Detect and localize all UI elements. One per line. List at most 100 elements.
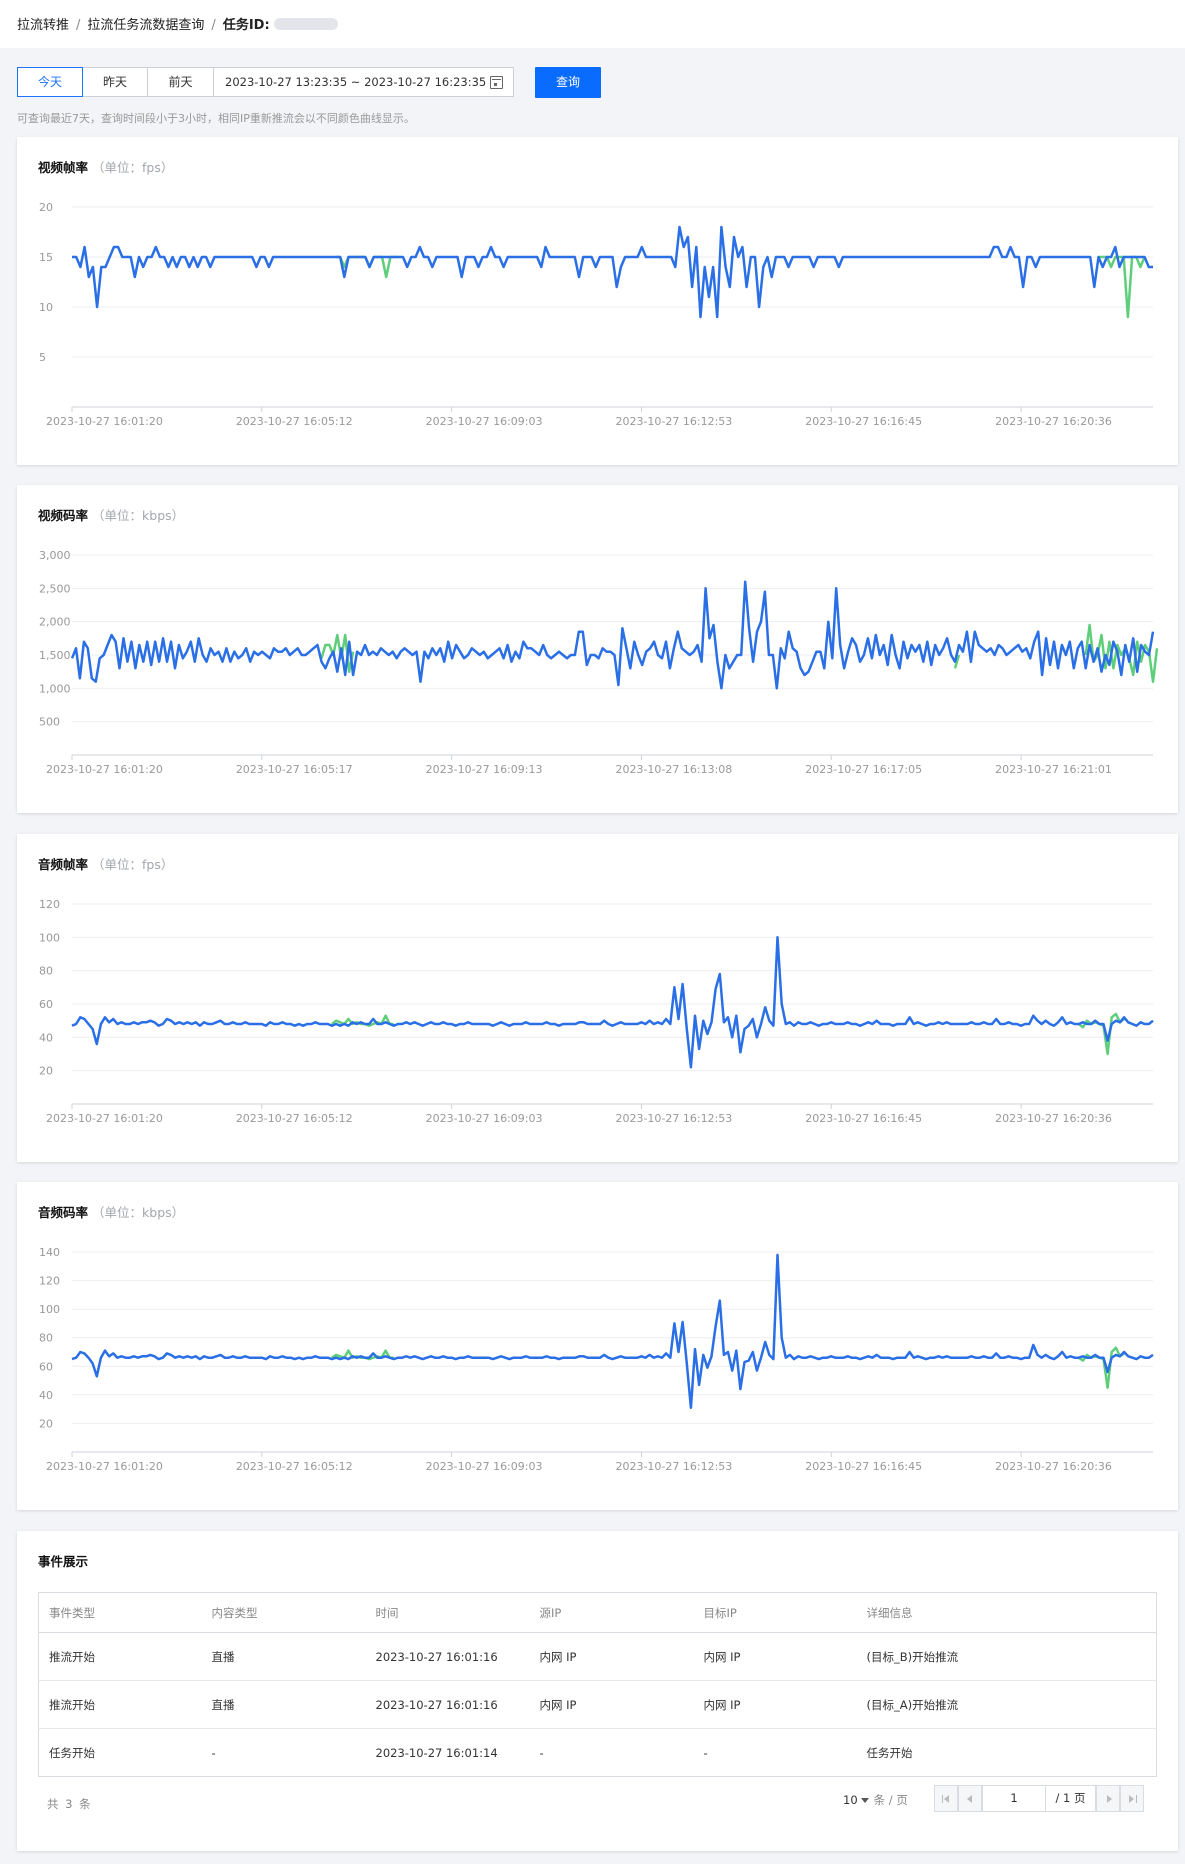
y-tick-label: 500 (39, 716, 60, 729)
y-tick-label: 60 (39, 998, 53, 1011)
x-tick-label: 2023-10-27 16:12:53 (615, 415, 732, 428)
video-bitrate-panel: 视频码率 （单位：kbps） 3,000 2,500 2,000 1,500 1,000 5… (17, 485, 1178, 813)
breadcrumb-separator: / (211, 18, 216, 33)
table-cell: 内网 IP (529, 1680, 694, 1729)
x-tick-label: 2023-10-27 16:09:03 (426, 1112, 543, 1125)
top-bar: 拉流转推 / 拉流任务流数据查询 / 任务ID: (0, 0, 1185, 48)
x-tick-label: 2023-10-27 16:20:36 (995, 415, 1112, 428)
x-tick-label: 2023-10-27 16:01:20 (46, 415, 163, 428)
video-fps-panel: 视频帧率 （单位：fps） 20 15 10 5 2023-10-27 16:01:20 2… (17, 137, 1178, 465)
breadcrumb-item-query[interactable]: 拉流任务流数据查询 (87, 18, 205, 33)
column-header: 详细信息 (856, 1592, 1157, 1633)
query-button[interactable]: 查询 (535, 67, 601, 98)
x-tick-label: 2023-10-27 16:09:03 (426, 1460, 543, 1473)
y-tick-label: 40 (39, 1031, 53, 1044)
first-page-icon (942, 1795, 943, 1803)
table-row: 任务开始 - 2023-10-27 16:01:14 - - 任务开始 (39, 1729, 1157, 1777)
next-page-button[interactable] (1096, 1785, 1120, 1812)
first-page-arrow (944, 1795, 949, 1803)
x-tick-label: 2023-10-27 16:16:45 (805, 415, 922, 428)
y-tick-label: 120 (39, 1275, 60, 1288)
y-tick-label: 20 (39, 1417, 53, 1430)
y-tick-label: 120 (39, 898, 60, 911)
date-range-value: 2023-10-27 13:23:35 ~ 2023-10-27 16:23:3… (225, 75, 487, 89)
y-tick-label: 60 (39, 1360, 53, 1373)
y-tick-label: 1,000 (39, 682, 71, 695)
table-cell: 直播 (201, 1632, 366, 1681)
x-tick-label: 2023-10-27 16:12:53 (615, 1460, 732, 1473)
video-fps-chart[interactable]: 20 15 10 5 2023-10-27 16:01:20 2023-10-27 16:… (17, 137, 1178, 465)
series-line (71, 1253, 1154, 1409)
y-tick-label: 10 (39, 301, 53, 314)
table-cell: (目标_A)开始推流 (856, 1680, 1157, 1729)
task-id-redacted (273, 18, 338, 30)
table-cell: (目标_B)开始推流 (856, 1632, 1157, 1681)
table-row: 推流开始 直播 2023-10-27 16:01:16 内网 IP 内网 IP … (38, 1632, 1157, 1681)
chart-unit: （单位：fps） (92, 857, 174, 872)
chart-title: 音频码率 （单位：kbps） (38, 1205, 185, 1220)
first-page-button[interactable] (934, 1785, 958, 1812)
y-tick-label: 20 (39, 201, 53, 214)
x-tick-label: 2023-10-27 16:01:20 (46, 1112, 163, 1125)
table-cell: 任务开始 (866, 1745, 913, 1760)
video-bitrate-chart[interactable]: 3,000 2,500 2,000 1,500 1,000 500 2023-10-27 1… (17, 485, 1178, 813)
y-tick-label: 3,000 (39, 549, 71, 562)
page-size-unit: 条 / 页 (873, 1793, 908, 1807)
x-tick-label: 2023-10-27 16:17:05 (805, 763, 922, 776)
calendar-icon[interactable] (490, 76, 503, 89)
date-range-picker[interactable]: 2023-10-27 13:23:35 ~ 2023-10-27 16:23:3… (213, 67, 514, 97)
y-tick-label: 80 (39, 965, 53, 978)
breadcrumb-current: 任务ID: (222, 18, 270, 33)
chart-unit: （单位：kbps） (92, 1205, 185, 1220)
last-page-icon (1136, 1795, 1137, 1803)
x-tick-label: 2023-10-27 16:16:45 (805, 1112, 922, 1125)
x-tick-label: 2023-10-27 16:20:36 (995, 1112, 1112, 1125)
x-tick-label: 2023-10-27 16:01:20 (46, 1460, 163, 1473)
breadcrumb: 拉流转推 / 拉流任务流数据查询 / 任务ID: (17, 14, 338, 33)
table-cell: 内网 IP (529, 1632, 694, 1681)
table-cell: 2023-10-27 16:01:14 (375, 1745, 498, 1760)
x-tick-label: 2023-10-27 16:05:17 (236, 763, 353, 776)
series-line (1077, 1346, 1125, 1389)
y-tick-label: 100 (39, 931, 60, 944)
x-tick-label: 2023-10-27 16:21:01 (995, 763, 1112, 776)
table-cell: 内网 IP (693, 1680, 857, 1729)
table-cell: - (703, 1745, 708, 1760)
today-button[interactable]: 今天 (17, 67, 83, 97)
x-tick-label: 2023-10-27 16:05:12 (236, 1460, 353, 1473)
y-tick-label: 80 (39, 1332, 53, 1345)
x-tick-label: 2023-10-27 16:05:12 (236, 415, 353, 428)
day-before-yesterday-button[interactable]: 前天 (147, 67, 214, 97)
events-title: 事件展示 (38, 1554, 89, 1569)
x-tick-label: 2023-10-27 16:09:13 (426, 763, 543, 776)
total-pages: / 1 页 (1046, 1785, 1096, 1812)
x-tick-label: 2023-10-27 16:01:20 (46, 763, 163, 776)
last-page-button[interactable] (1120, 1785, 1144, 1812)
audio-bitrate-chart[interactable]: 140 120 100 80 60 40 20 2023-10-27 16:01:20 2023… (17, 1182, 1178, 1510)
audio-fps-panel: 音频帧率 （单位：fps） 120 100 80 60 40 20 2023-10-27 16… (17, 834, 1178, 1162)
yesterday-button[interactable]: 昨天 (82, 67, 148, 97)
table-cell: - (539, 1745, 544, 1760)
series-line (1098, 255, 1146, 319)
series-line (71, 936, 1154, 1069)
audio-bitrate-panel: 音频码率 （单位：kbps） 140 120 100 80 60 40 20 2023-10-2… (17, 1182, 1178, 1510)
table-cell: 推流开始 (38, 1680, 202, 1729)
breadcrumb-item-relay[interactable]: 拉流转推 (17, 18, 70, 33)
breadcrumb-separator: / (76, 18, 81, 33)
audio-fps-chart[interactable]: 120 100 80 60 40 20 2023-10-27 16:01:20 2023-10… (17, 834, 1178, 1162)
y-tick-label: 15 (39, 251, 53, 264)
table-header-row: 事件类型 内容类型 时间 源IP 目标IP 详细信息 (38, 1592, 1157, 1633)
series-line (72, 225, 1153, 319)
last-page-arrow (1129, 1795, 1134, 1803)
column-header: 内容类型 (201, 1592, 366, 1633)
series-line (953, 654, 961, 669)
table-cell: 推流开始 (38, 1632, 202, 1681)
page-size-select[interactable]: 10 条 / 页 (843, 1792, 908, 1808)
y-tick-label: 100 (39, 1303, 60, 1316)
chevron-right-icon (1107, 1795, 1112, 1803)
prev-page-button[interactable] (958, 1785, 982, 1812)
events-panel: 事件展示 事件类型 内容类型 时间 源IP 目标IP 详细信息 推流开始 直播 … (17, 1531, 1178, 1851)
column-header: 源IP (529, 1592, 694, 1633)
chart-title: 音频帧率 （单位：fps） (38, 857, 174, 872)
page-input[interactable]: 1 (982, 1785, 1046, 1812)
